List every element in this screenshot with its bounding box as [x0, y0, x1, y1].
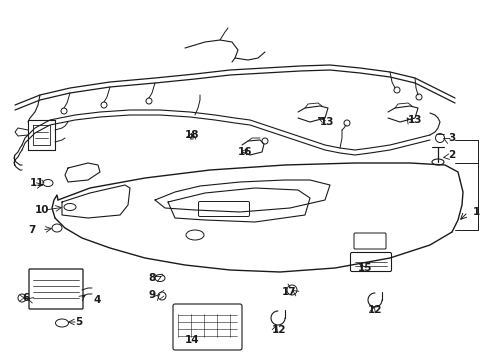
- Text: 13: 13: [408, 115, 422, 125]
- Text: 3: 3: [448, 133, 455, 143]
- Text: 17: 17: [282, 287, 296, 297]
- Text: 4: 4: [93, 295, 100, 305]
- Text: 8: 8: [148, 273, 155, 283]
- Text: 15: 15: [358, 263, 372, 273]
- Text: 12: 12: [368, 305, 383, 315]
- Text: 1: 1: [473, 207, 480, 217]
- Text: 13: 13: [320, 117, 335, 127]
- Text: 9: 9: [148, 290, 155, 300]
- Text: 14: 14: [185, 335, 199, 345]
- Text: 11: 11: [30, 178, 45, 188]
- Text: 6: 6: [22, 293, 29, 303]
- Text: 10: 10: [35, 205, 49, 215]
- Text: 12: 12: [272, 325, 287, 335]
- Text: 7: 7: [28, 225, 35, 235]
- Text: 16: 16: [238, 147, 252, 157]
- Text: 2: 2: [448, 150, 455, 160]
- Text: 18: 18: [185, 130, 199, 140]
- Text: 5: 5: [75, 317, 82, 327]
